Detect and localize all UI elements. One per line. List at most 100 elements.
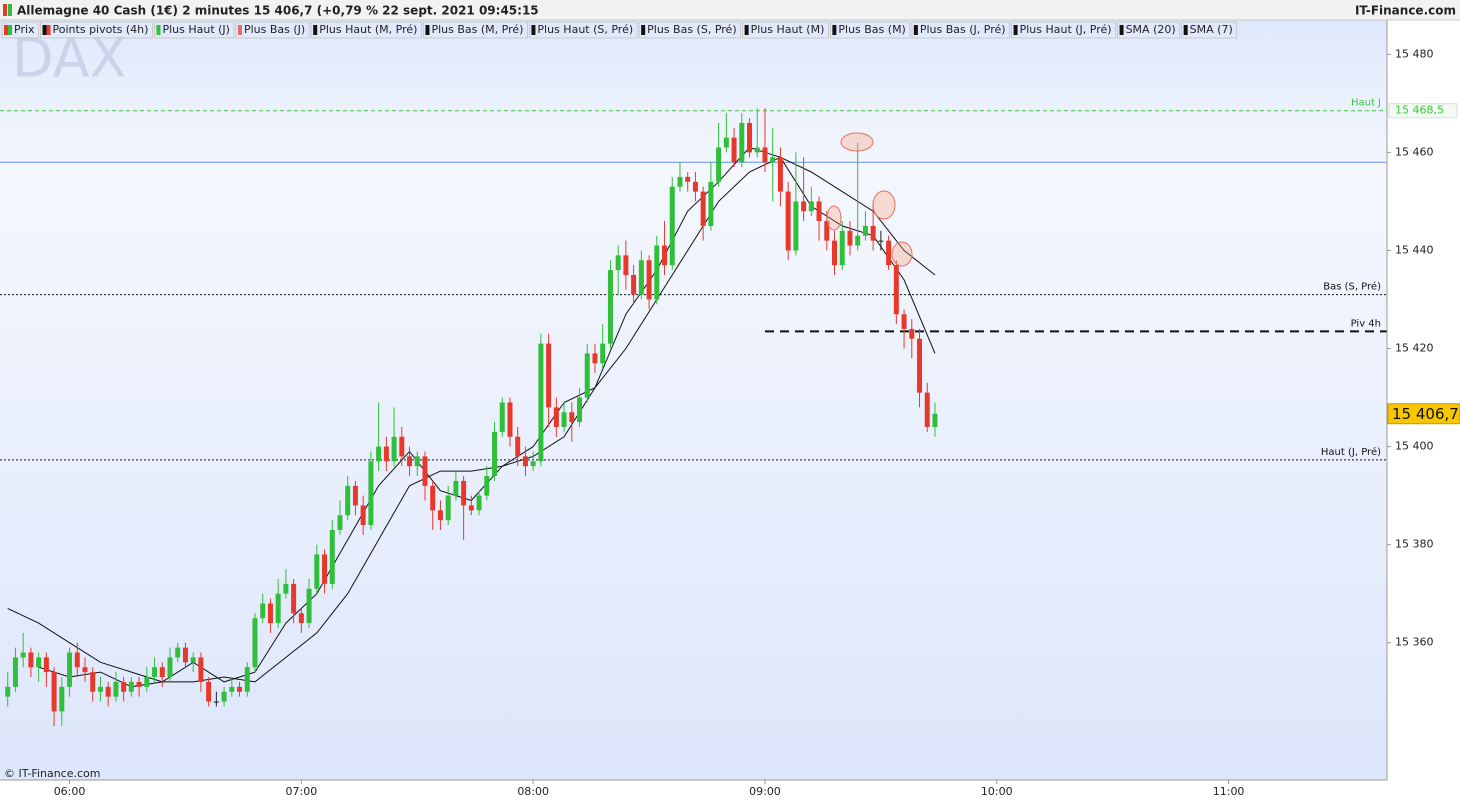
candle-body [113, 681, 119, 697]
candle-body [322, 554, 328, 584]
legend-swatch [46, 25, 51, 35]
legend-swatch [156, 25, 161, 35]
legend-swatch [913, 25, 918, 35]
candle-body [484, 476, 490, 496]
candle-body [677, 176, 683, 187]
candle-body [206, 681, 212, 702]
y-tick-label: 15 440 [1395, 243, 1434, 256]
candle-body [522, 456, 528, 467]
candle-body [631, 274, 637, 295]
legend-swatch [1119, 25, 1124, 35]
legend-frame [829, 21, 911, 39]
legend-swatch [744, 25, 749, 35]
candle-body [5, 686, 11, 697]
candle-body [283, 583, 289, 594]
legend-label: SMA (20) [1126, 23, 1176, 36]
candle-body [67, 652, 73, 687]
level-value-box [1388, 103, 1458, 119]
candle-body [538, 343, 544, 462]
candle-body [152, 667, 158, 678]
x-tick-label: 11:00 [1213, 785, 1245, 798]
candle-body [453, 480, 459, 496]
candle-body [144, 677, 150, 687]
last-price-box [1387, 403, 1460, 425]
candle-body [105, 686, 111, 697]
legend-frame [528, 21, 638, 39]
legend-frame [310, 21, 422, 39]
legend-label: Plus Bas (J) [244, 23, 305, 36]
candle-body [569, 412, 575, 423]
candle-body [723, 137, 729, 148]
candle-body [669, 186, 675, 266]
candle-body [507, 402, 513, 437]
candle-body [260, 603, 266, 619]
candle-body [368, 461, 374, 526]
candle-body [43, 657, 49, 673]
legend-swatch [1183, 25, 1188, 35]
candle-body [917, 338, 923, 393]
candle-body [546, 343, 552, 408]
candle-body [229, 686, 235, 692]
candle-body [716, 147, 722, 182]
x-tick-label: 09:00 [749, 785, 781, 798]
candle-body [638, 260, 644, 295]
candle-body [839, 230, 845, 266]
candle-body [244, 667, 250, 692]
legend-swatch [313, 25, 318, 35]
candle-body [808, 201, 814, 212]
candle-body [870, 225, 876, 241]
candle-body [793, 201, 799, 251]
y-tick-label: 15 460 [1395, 145, 1434, 158]
candle-body [847, 230, 853, 246]
legend-frame [1, 21, 40, 39]
legend-swatch [42, 25, 47, 35]
legend-swatch [237, 25, 242, 35]
legend-swatch [531, 25, 536, 35]
candle-body [770, 157, 776, 163]
highlight-ellipse [826, 205, 842, 231]
level-label: Bas (S, Pré) [1323, 281, 1381, 293]
candle-body [561, 412, 567, 427]
candle-body [762, 147, 768, 163]
footer-credit: © IT-Finance.com [4, 767, 101, 780]
candle-body [592, 353, 598, 364]
level-value-label: 15 468,5 [1395, 104, 1444, 117]
candle-body [20, 652, 26, 658]
x-tick-label: 07:00 [286, 785, 318, 798]
legend: Prix Points pivots (4h) Plus Haut (J) Plus … [1, 21, 1238, 39]
candle-body [399, 436, 405, 457]
candle-body [314, 554, 320, 589]
candle-body [175, 647, 181, 658]
plot-area [0, 20, 1387, 780]
candle-body [376, 446, 382, 462]
header-bar [0, 0, 1460, 20]
legend-label: Prix [14, 23, 35, 36]
candle-body [615, 255, 621, 271]
candle-body [646, 260, 652, 300]
candle-body [74, 652, 80, 668]
legend-frame [1181, 21, 1238, 39]
legend-label: Plus Haut (J, Pré) [1020, 23, 1112, 36]
header-brand: IT-Finance.com [1355, 4, 1456, 18]
candle-body [553, 407, 559, 427]
candle-body [12, 657, 18, 687]
candle-body [492, 431, 498, 476]
candle-body [352, 485, 358, 506]
legend-frame [235, 21, 310, 39]
candle-body [832, 240, 838, 266]
candle-body [893, 265, 899, 315]
candle-body [824, 221, 830, 241]
candle-body [801, 201, 807, 212]
candle-body [97, 686, 103, 692]
legend-frame [1117, 21, 1181, 39]
y-tick-label: 15 360 [1395, 636, 1434, 649]
candle-body [909, 328, 915, 339]
header-icon [3, 4, 7, 16]
candle-body [499, 402, 505, 432]
candle-body [182, 647, 188, 663]
candle-body [600, 343, 606, 364]
header-icon [8, 4, 12, 16]
candle-body [654, 245, 660, 300]
candle-body [685, 176, 691, 182]
